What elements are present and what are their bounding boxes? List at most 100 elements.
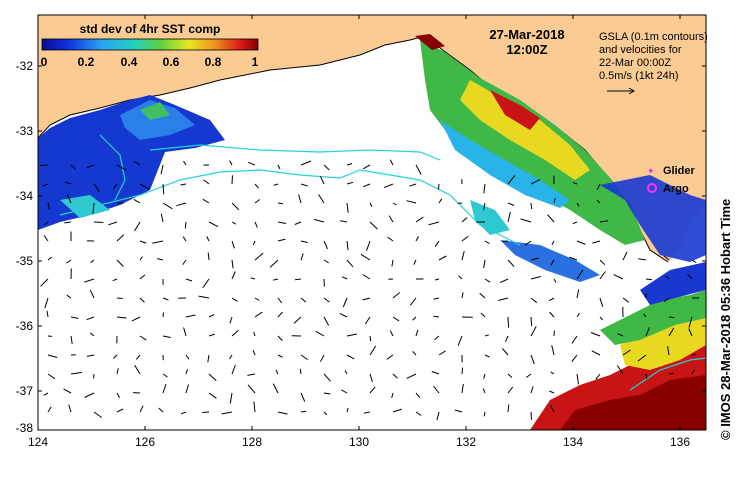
velocity-arrow <box>231 240 235 249</box>
map-date: 27-Mar-2018 <box>489 27 564 42</box>
velocity-arrow <box>231 297 238 302</box>
velocity-arrow <box>207 252 210 261</box>
velocity-arrow <box>362 297 371 301</box>
velocity-arrow <box>323 316 330 326</box>
velocity-arrow <box>252 240 256 245</box>
velocity-arrow <box>412 316 417 321</box>
velocity-arrow <box>44 297 49 309</box>
velocity-arrow <box>231 259 234 269</box>
velocity-arrow <box>46 310 49 318</box>
sst-east-shelf-darkred <box>415 34 445 50</box>
legend-line-3: 22-Mar 00:00Z <box>599 57 671 69</box>
velocity-arrow <box>254 252 264 261</box>
velocity-arrow <box>569 256 578 261</box>
velocity-arrow <box>116 316 127 319</box>
velocity-arrow <box>40 278 49 287</box>
velocity-arrow <box>294 221 302 225</box>
velocity-arrow <box>433 297 440 300</box>
colorbar-tick-1: 0.2 <box>78 55 95 69</box>
velocity-arrow <box>415 164 422 175</box>
velocity-arrow <box>457 335 463 346</box>
velocity-arrow <box>160 213 164 223</box>
velocity-arrow <box>360 253 371 261</box>
velocity-arrow <box>112 183 118 190</box>
velocity-arrow <box>299 368 302 375</box>
velocity-arrow <box>340 220 348 223</box>
velocity-arrow <box>383 183 394 189</box>
sst-west-bight-detail <box>120 100 195 140</box>
velocity-arrow <box>599 220 608 223</box>
velocity-arrow <box>346 240 349 251</box>
velocity-arrow <box>364 411 371 414</box>
velocity-arrow <box>458 275 463 280</box>
colorbar-ticks: 0 0.2 0.4 0.6 0.8 1 <box>41 55 259 69</box>
velocity-arrow <box>162 383 167 394</box>
velocity-arrow <box>254 297 260 301</box>
velocity-arrow <box>691 259 697 264</box>
sst-west-bight-cyan <box>60 195 110 218</box>
colorbar-tick-2: 0.4 <box>121 55 138 69</box>
velocity-arrow <box>482 388 486 394</box>
velocity-arrow <box>530 326 537 337</box>
velocity-arrow <box>64 221 72 224</box>
x-tick-label: 126 <box>135 435 155 449</box>
velocity-arrow <box>461 383 464 394</box>
velocity-arrow <box>152 240 164 244</box>
velocity-arrow <box>323 411 328 416</box>
velocity-arrow <box>479 292 486 299</box>
velocity-arrow <box>548 390 555 394</box>
velocity-arrow <box>526 373 532 378</box>
velocity-arrow <box>231 175 233 185</box>
velocity-arrow <box>553 198 556 204</box>
velocity-arrow <box>551 240 555 245</box>
legend-scale-arrow <box>607 87 635 95</box>
velocity-arrow <box>438 183 440 190</box>
colorbar-tick-5: 1 <box>252 55 259 69</box>
velocity-arrow <box>275 369 279 375</box>
velocity-arrow <box>229 392 233 404</box>
velocity-arrow <box>616 365 624 375</box>
velocity-arrow <box>530 257 540 261</box>
velocity-arrow <box>389 330 394 337</box>
velocity-arrow <box>461 251 465 261</box>
velocity-arrow <box>70 371 82 375</box>
velocity-arrow <box>112 278 118 282</box>
velocity-arrow <box>158 407 164 413</box>
velocity-arrow <box>298 194 302 204</box>
x-tick-label: 128 <box>242 435 262 449</box>
velocity-arrow <box>139 183 150 190</box>
velocity-arrow <box>185 278 193 282</box>
velocity-arrow <box>668 316 675 319</box>
velocity-arrow <box>406 373 417 379</box>
velocity-arrow <box>40 164 49 166</box>
velocity-arrow <box>507 373 513 378</box>
velocity-arrow <box>86 316 95 321</box>
map-time: 12:00Z <box>506 42 547 57</box>
velocity-arrow <box>323 297 330 303</box>
velocity-arrow <box>254 199 260 204</box>
velocity-arrow <box>599 271 606 280</box>
velocity-arrow <box>89 289 95 299</box>
y-axis <box>38 65 706 392</box>
velocity-arrow <box>108 221 118 226</box>
velocity-arrow <box>530 202 533 210</box>
velocity-arrow <box>484 354 490 358</box>
velocity-arrow <box>483 183 486 194</box>
velocity-arrow <box>135 354 141 360</box>
velocity-arrow <box>42 183 49 187</box>
velocity-arrow <box>366 240 371 251</box>
velocity-arrow <box>507 175 516 185</box>
velocity-arrow <box>415 216 424 223</box>
velocity-arrow <box>131 316 141 322</box>
velocity-arrow <box>505 335 509 342</box>
velocity-arrow <box>116 408 124 413</box>
velocity-arrow <box>553 278 557 283</box>
velocity-arrow <box>229 316 233 324</box>
velocity-arrow <box>507 202 515 206</box>
velocity-arrow <box>530 354 535 365</box>
velocity-arrow <box>346 181 354 185</box>
velocity-arrow <box>638 258 647 261</box>
velocity-arrow <box>183 327 187 337</box>
velocity-arrow <box>576 240 586 245</box>
velocity-arrow <box>162 183 165 195</box>
